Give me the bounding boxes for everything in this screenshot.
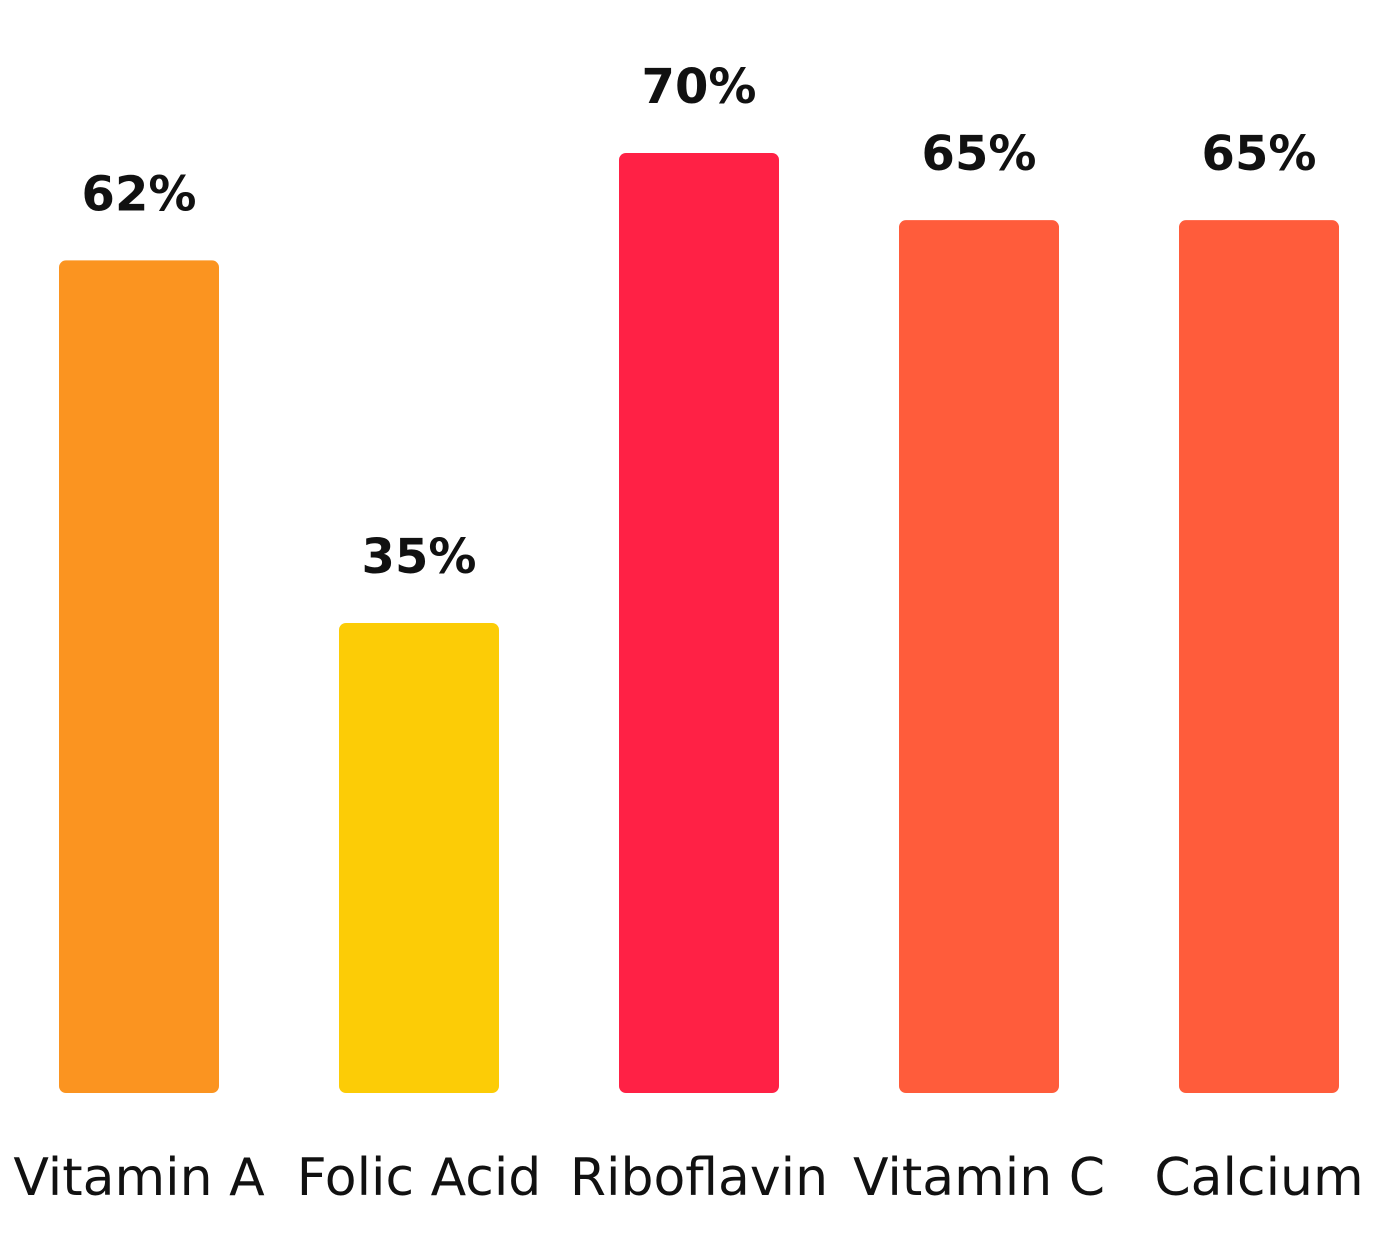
category-label: Vitamin C [853, 1148, 1105, 1208]
category-label: Calcium [1154, 1148, 1363, 1208]
bar-folic-acid [339, 623, 499, 1093]
category-label: Folic Acid [297, 1148, 542, 1208]
bar-vitamin-a [59, 260, 219, 1093]
data-label: 70% [642, 59, 757, 115]
category-label: Riboflavin [570, 1148, 828, 1208]
data-label: 35% [362, 529, 477, 585]
category-label: Vitamin A [13, 1148, 265, 1208]
data-label: 65% [1202, 126, 1317, 182]
bar-vitamin-c [899, 220, 1059, 1094]
data-label: 65% [922, 126, 1037, 182]
bar-riboflavin [619, 153, 779, 1093]
data-label: 62% [82, 166, 197, 222]
bar-calcium [1179, 220, 1339, 1094]
